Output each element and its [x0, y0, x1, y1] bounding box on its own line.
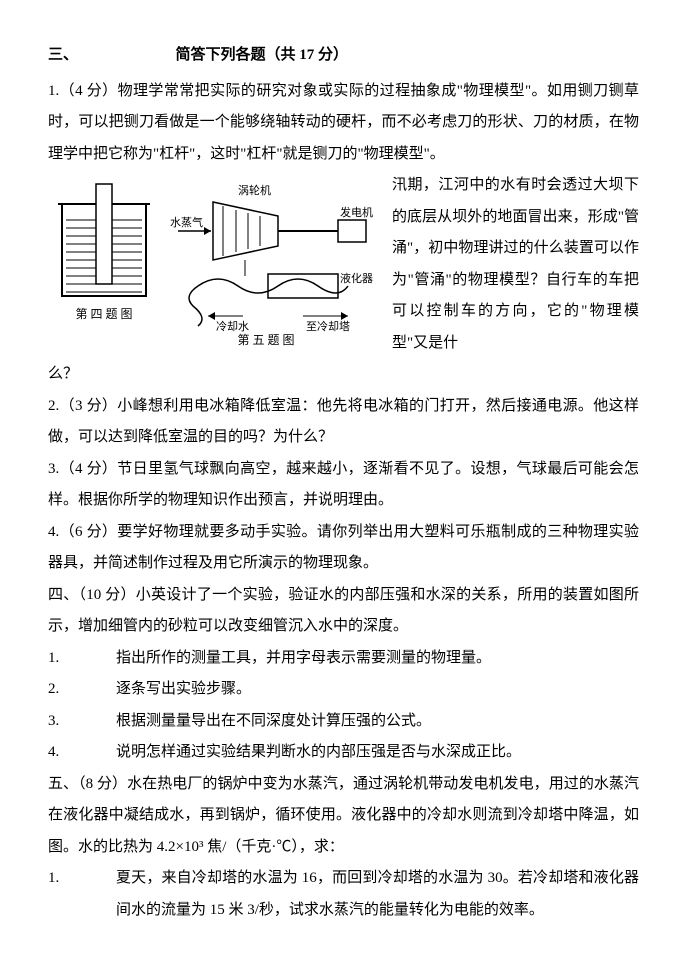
- item-text: 指出所作的测量工具，并用字母表示需要测量的物理量。: [116, 643, 639, 675]
- item-text: 说明怎样通过实验结果判断水的内部压强是否与水深成正比。: [116, 737, 639, 769]
- q3-text: 3.（4 分）节日里氢气球飘向高空，越来越小，逐渐看不见了。设想，气球最后可能会…: [48, 454, 639, 517]
- label-coolwater: 冷却水: [216, 320, 249, 333]
- list-item: 1. 指出所作的测量工具，并用字母表示需要测量的物理量。: [48, 643, 639, 675]
- q4-text: 4.（6 分）要学好物理就要多动手实验。请你列举出用大塑料可乐瓶制成的三种物理实…: [48, 517, 639, 580]
- q1-tail-text: 么？: [48, 359, 639, 391]
- section-3-header: 三、 简答下列各题（共 17 分）: [48, 40, 639, 72]
- section-3-number: 三、: [48, 47, 78, 63]
- fig-right-caption: 第 五 题 图: [237, 333, 294, 346]
- item-number: 4.: [48, 737, 76, 769]
- beaker-diagram: 第 四 题 图: [58, 184, 150, 321]
- item-gap: [76, 674, 116, 706]
- list-item: 1. 夏天，来自冷却塔的水温为 16，而回到冷却塔的水温为 30。若冷却塔和液化…: [48, 863, 639, 926]
- item-gap: [76, 737, 116, 769]
- q2-text: 2.（3 分）小峰想利用电冰箱降低室温：他先将电冰箱的门打开，然后接通电源。他这…: [48, 391, 639, 454]
- label-condenser: 液化器: [340, 271, 373, 285]
- item-gap: [76, 863, 116, 926]
- item-text: 逐条写出实验步骤。: [116, 674, 639, 706]
- list-item: 4. 说明怎样通过实验结果判断水的内部压强是否与水深成正比。: [48, 737, 639, 769]
- section-3-title: 简答下列各题（共 17 分）: [176, 47, 349, 63]
- powerplant-diagram: 涡轮机 发电机 水蒸气 液化器: [170, 183, 373, 346]
- label-generator: 发电机: [340, 205, 373, 219]
- figure-block: 第 四 题 图 涡轮机 发电机 水蒸气 液化器: [48, 176, 378, 346]
- item-text: 根据测量量导出在不同深度处计算压强的公式。: [116, 706, 639, 738]
- item-gap: [76, 706, 116, 738]
- list-item: 3. 根据测量量导出在不同深度处计算压强的公式。: [48, 706, 639, 738]
- physics-diagram: 第 四 题 图 涡轮机 发电机 水蒸气 液化器: [48, 176, 378, 346]
- item-number: 1.: [48, 863, 76, 926]
- item-number: 1.: [48, 643, 76, 675]
- section-4-intro: 四、（10 分）小英设计了一个实验，验证水的内部压强和水深的关系，所用的装置如图…: [48, 580, 639, 643]
- q1-pre-text: 1.（4 分）物理学常常把实际的研究对象或实际的过程抽象成"物理模型"。如用铡刀…: [48, 76, 639, 171]
- section-5-intro: 五、（8 分）水在热电厂的锅炉中变为水蒸汽，通过涡轮机带动发电机发电，用过的水蒸…: [48, 769, 639, 864]
- list-item: 2. 逐条写出实验步骤。: [48, 674, 639, 706]
- label-turbine: 涡轮机: [238, 183, 271, 197]
- label-steam: 水蒸气: [170, 215, 203, 229]
- item-number: 2.: [48, 674, 76, 706]
- fig-left-caption: 第 四 题 图: [75, 307, 132, 321]
- item-gap: [76, 643, 116, 675]
- item-text: 夏天，来自冷却塔的水温为 16，而回到冷却塔的水温为 30。若冷却塔和液化器间水…: [116, 863, 639, 926]
- label-totower: 至冷却塔: [306, 320, 350, 333]
- item-number: 3.: [48, 706, 76, 738]
